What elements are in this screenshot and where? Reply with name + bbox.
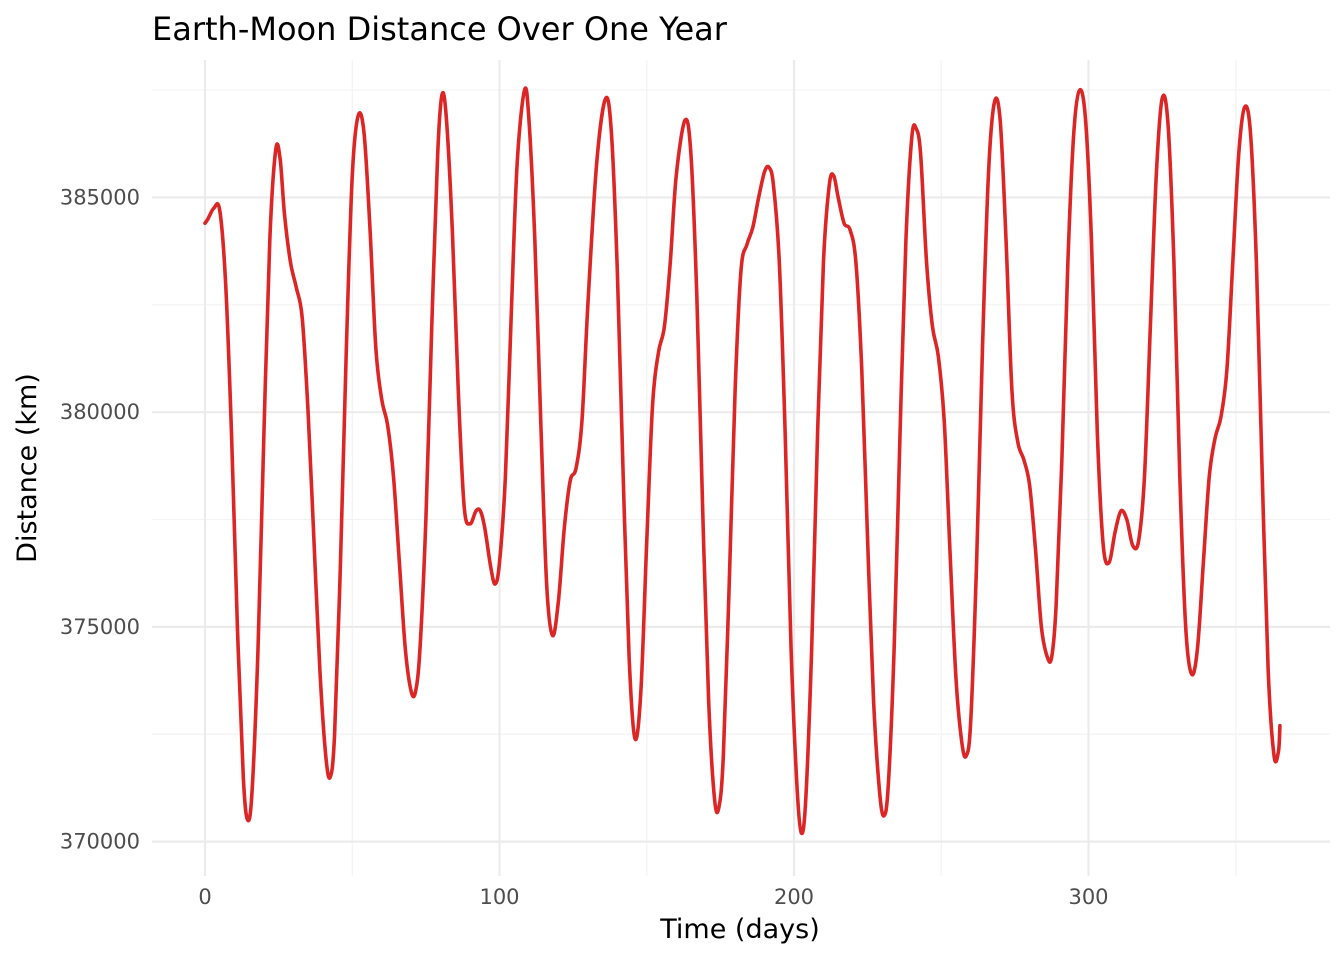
chart-title: Earth-Moon Distance Over One Year <box>152 10 728 48</box>
series-layer <box>203 86 1282 836</box>
y-tick-label: 375000 <box>60 615 140 639</box>
x-axis-ticks: 0 100 200 300 <box>198 885 1108 909</box>
x-axis-title: Time (days) <box>659 914 819 945</box>
y-tick-label: 380000 <box>60 400 140 424</box>
grid <box>152 60 1330 876</box>
y-axis-ticks: 370000 375000 380000 385000 <box>60 185 140 853</box>
x-tick-label: 300 <box>1068 885 1108 909</box>
y-tick-label: 370000 <box>60 830 140 854</box>
x-tick-label: 200 <box>774 885 814 909</box>
distance-series-line <box>203 86 1282 836</box>
x-tick-label: 0 <box>198 885 211 909</box>
y-tick-label: 385000 <box>60 185 140 209</box>
y-axis-title: Distance (km) <box>12 373 43 563</box>
x-tick-label: 100 <box>479 885 519 909</box>
